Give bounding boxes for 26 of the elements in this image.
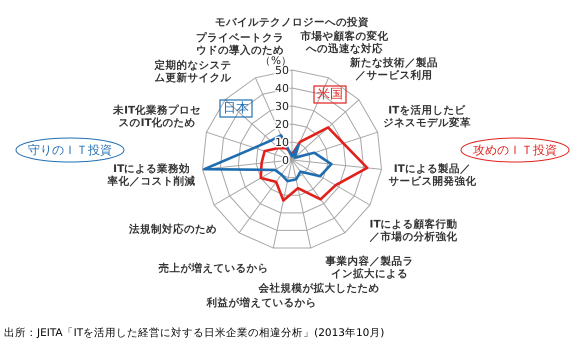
y-tick-label: 50	[275, 64, 289, 77]
spoke-label: モバイルテクノロジーへの投資	[215, 16, 369, 28]
spoke-label: 事業内容／製品ライン拡大による	[324, 254, 414, 280]
spoke-label: ITによる業務効率化／コスト削減	[106, 162, 196, 188]
spoke-label: 未IT化業務プロセスのIT化のため	[112, 104, 202, 130]
y-tick-label: 20	[275, 118, 289, 131]
spoke-label: ITによる製品／サービス開発強化	[388, 162, 478, 188]
spoke-label: 新たな技術／製品／サービス利用	[348, 56, 438, 82]
spoke-label: 市場や顧客の変化への迅速な対応	[300, 29, 390, 55]
y-tick-label: 40	[275, 82, 289, 95]
spoke-label: プライベートクラウドの導入のため	[196, 31, 284, 57]
spoke-label: ITを活用したビジネスモデル変革	[382, 104, 471, 130]
spoke-label: ITによる顧客行動／市場の分析強化	[370, 218, 459, 244]
spoke-label: 定期的なシステム更新サイクル	[154, 58, 233, 84]
text: 守りのＩＴ投資	[28, 143, 112, 157]
spoke-label: 利益が増えているから	[206, 296, 317, 310]
y-tick-label: 0	[282, 154, 289, 167]
text: （%）	[260, 55, 292, 67]
text: 米国	[317, 87, 343, 102]
spoke-label: 会社規模が拡大したため	[258, 282, 380, 295]
y-tick-label: 30	[275, 100, 289, 113]
text: 日本	[223, 101, 249, 116]
text: 出所：JEITA「ITを活用した経営に対する日米企業の相違分析」(2013年10月)	[4, 326, 384, 339]
spoke-label: 売上が増えているから	[158, 262, 269, 275]
text: 攻めのＩＴ投資	[473, 143, 557, 157]
spoke-label: 法規制対応のため	[128, 222, 218, 236]
